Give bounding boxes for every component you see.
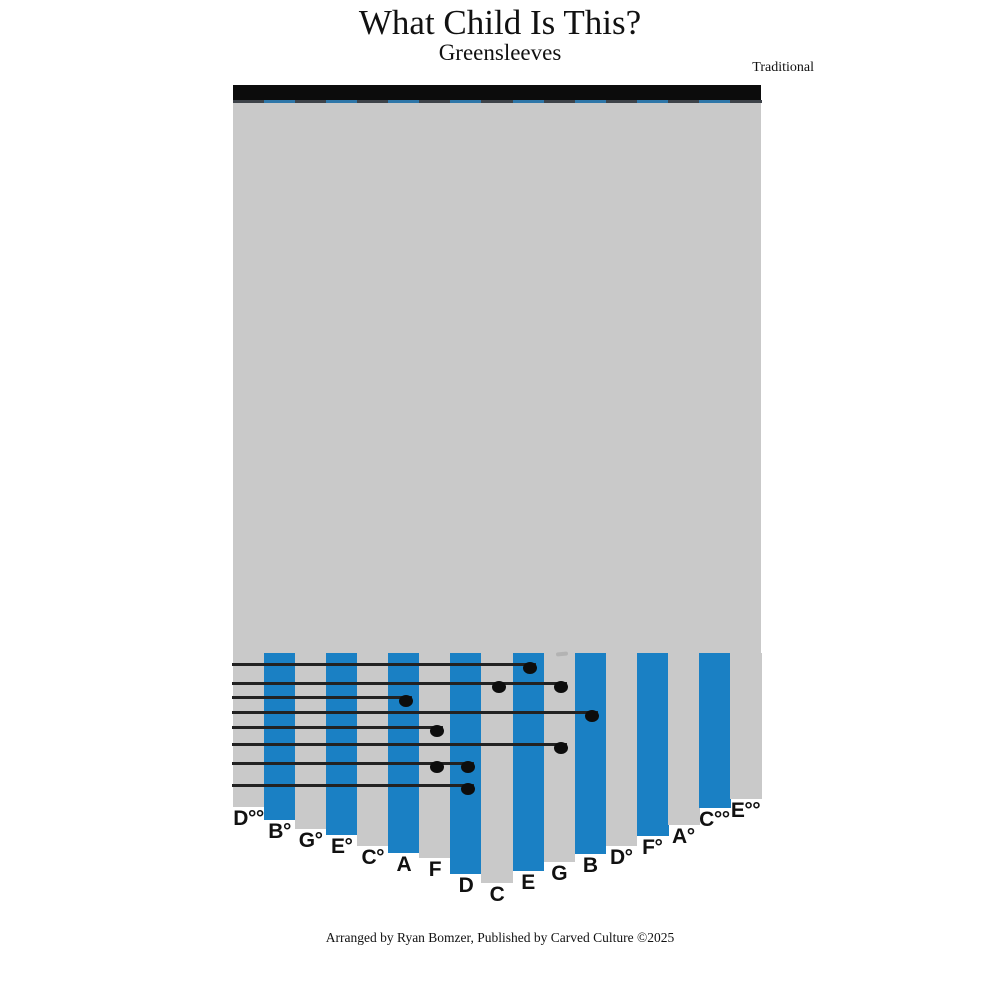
tine <box>636 653 669 836</box>
tine-label: F <box>428 858 442 881</box>
tine-label: B° <box>268 820 291 843</box>
tine <box>419 653 452 858</box>
tine-label: E°° <box>730 799 761 822</box>
tine <box>295 653 327 829</box>
tine <box>512 653 545 871</box>
bridge-segment <box>233 100 265 103</box>
note-dot <box>429 725 444 737</box>
tine-label: E <box>521 871 535 894</box>
tine <box>729 653 762 799</box>
tine <box>605 653 638 846</box>
tine-label: G <box>551 862 568 885</box>
note-line <box>232 726 443 729</box>
bridge-segment <box>667 100 700 103</box>
tine <box>233 653 265 807</box>
bridge-segment <box>264 100 296 103</box>
tine-label: C <box>489 883 505 906</box>
tine <box>264 653 296 820</box>
tine <box>357 653 389 846</box>
note-dot <box>585 710 600 722</box>
note-dot <box>523 662 538 674</box>
page-subtitle: Greensleeves <box>438 40 562 65</box>
tine <box>388 653 421 853</box>
bridge-segment <box>698 100 731 103</box>
note-dot <box>460 761 475 773</box>
note-line <box>232 696 412 699</box>
bridge-segment <box>574 100 607 103</box>
note-line <box>232 743 568 746</box>
tine <box>574 653 607 854</box>
tine-label: B <box>582 854 598 877</box>
tine-label: C° <box>361 846 385 869</box>
bridge-segment <box>543 100 576 103</box>
kalimba-top-bar <box>233 85 761 100</box>
tine <box>667 653 700 825</box>
page-title: What Child Is This? <box>358 3 642 42</box>
note-dot <box>460 783 475 795</box>
tine-label: A <box>396 853 412 876</box>
bridge-segment <box>295 100 327 103</box>
tine-label: E° <box>331 835 353 858</box>
bridge-segment <box>419 100 452 103</box>
bridge-segment <box>326 100 358 103</box>
tine-label: C°° <box>699 808 730 831</box>
footer-credit: Arranged by Ryan Bomzer, Published by Ca… <box>325 930 675 945</box>
note-dot <box>554 742 569 754</box>
note-line <box>232 784 474 787</box>
bridge-segment <box>729 100 762 103</box>
tine-label: G° <box>298 829 323 852</box>
bridge-segment <box>481 100 514 103</box>
note-dot <box>492 681 506 693</box>
note-line <box>232 682 568 685</box>
note-dot <box>398 695 413 707</box>
bridge-segment <box>512 100 545 103</box>
bridge-segment <box>636 100 669 103</box>
credit-traditional: Traditional <box>752 60 814 75</box>
note-dot <box>554 681 569 693</box>
tine-label: D <box>458 874 474 897</box>
note-line <box>232 711 599 714</box>
tine-label: D°° <box>233 807 264 830</box>
tine <box>698 653 731 808</box>
tine-label: A° <box>672 825 695 848</box>
note-line <box>232 663 537 666</box>
kalimba-body-plate <box>233 103 761 654</box>
bridge-segment <box>357 100 389 103</box>
bridge-segment <box>388 100 421 103</box>
note-dot <box>429 761 444 773</box>
tine-label: F° <box>642 836 663 859</box>
note-line <box>232 762 474 765</box>
bridge-segment <box>605 100 638 103</box>
tine-label: D° <box>609 846 633 869</box>
bridge-segment <box>450 100 483 103</box>
